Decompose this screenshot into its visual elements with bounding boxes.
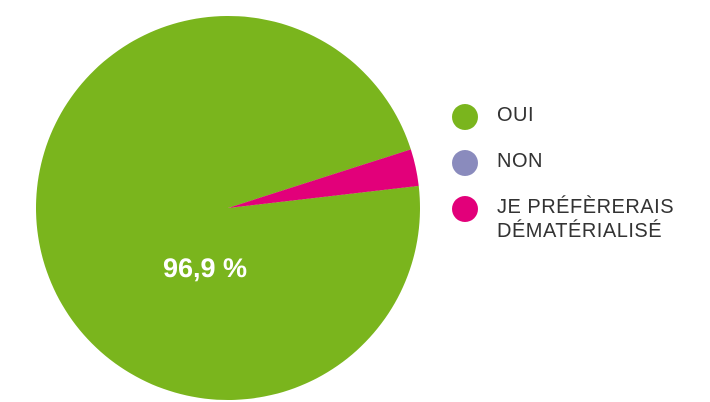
legend-item: OUI [450, 103, 700, 130]
legend-label: JE PRÉFÈRERAIS DÉMATÉRIALISÉ [497, 196, 675, 242]
legend-label: NON [497, 150, 543, 172]
legend-item: JE PRÉFÈRERAIS DÉMATÉRIALISÉ [450, 195, 700, 243]
chart: 96,9 % [36, 16, 421, 401]
legend: OUI NON JE PRÉFÈRERAIS DÉMATÉRIALISÉ [450, 103, 700, 265]
legend-swatch [452, 150, 478, 176]
slice-label: 96,9 % [163, 253, 247, 283]
pie-slice [36, 16, 421, 401]
legend-swatch [452, 196, 478, 222]
legend-item: NON [450, 149, 700, 176]
legend-label: OUI [497, 104, 535, 126]
legend-swatch [452, 104, 478, 130]
pie-slice [228, 149, 419, 208]
